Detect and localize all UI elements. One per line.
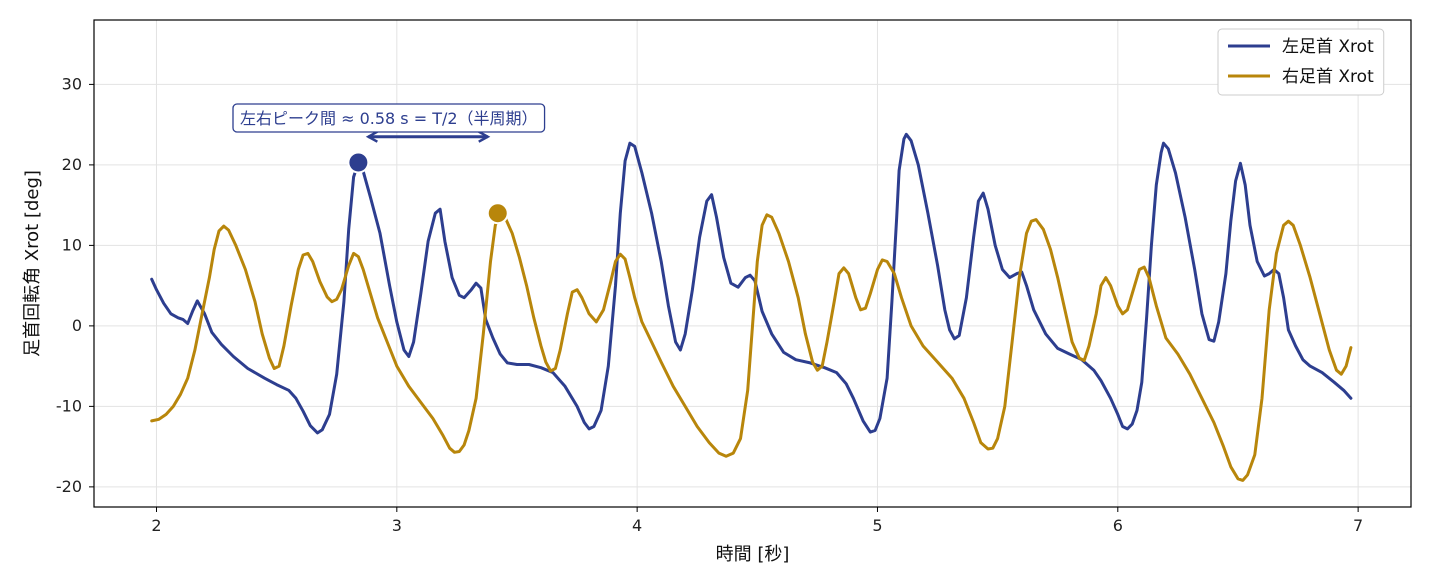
interval-arrow-head-left [365,130,378,143]
peak-marker-1 [488,204,507,223]
annotation-text: 左右ピーク間 ≈ 0.58 s = T/2（半周期） [240,109,538,128]
plot-frame [93,19,1412,508]
peak-marker-0 [349,153,368,172]
y-tick-label: 30 [62,74,82,93]
annotation-box [232,103,546,133]
x-tick-label: 2 [151,516,161,535]
y-axis-label: 足首回転角 Xrot [deg] [22,170,43,357]
x-axis-ticks: 2 3 4 5 6 7 [151,507,1363,535]
y-tick-label: -10 [56,396,82,415]
x-tick-label: 3 [392,516,402,535]
x-tick-label: 6 [1113,516,1123,535]
y-tick-label: -20 [56,477,82,496]
series-line-0 [150,132,1353,435]
x-tick-label: 5 [872,516,882,535]
legend: 左足首 Xrot 右足首 Xrot [1217,28,1385,96]
grid-lines [94,20,1411,507]
series-line-1 [150,211,1353,482]
peak-markers [347,151,509,225]
y-tick-label: 10 [62,235,82,254]
legend-label-0: 左足首 Xrot [1282,37,1374,57]
x-axis-label: 時間 [秒] [716,544,790,565]
interval-arrow-head-right [478,130,491,143]
y-tick-label: 20 [62,155,82,174]
x-tick-label: 4 [632,516,642,535]
y-axis-ticks: -20 -10 0 10 20 30 [56,74,94,496]
x-tick-label: 7 [1353,516,1363,535]
series-lines [150,132,1353,482]
peak-interval-annotation: 左右ピーク間 ≈ 0.58 s = T/2（半周期） [232,103,546,143]
legend-label-1: 右足首 Xrot [1282,67,1374,87]
y-tick-label: 0 [72,316,82,335]
